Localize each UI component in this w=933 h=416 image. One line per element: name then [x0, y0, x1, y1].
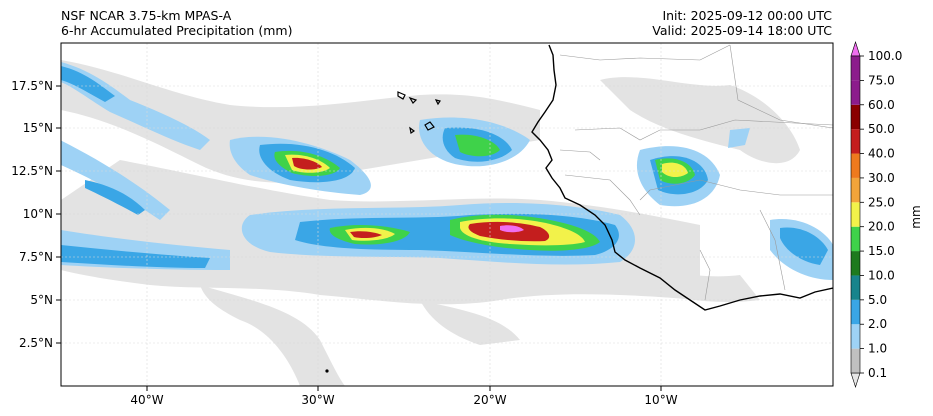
- colorbar-unit-label: mm: [909, 205, 923, 228]
- colorbar-frame: [850, 55, 861, 374]
- colorbar-level-label: 2.0: [868, 317, 887, 331]
- lat-tick-10: 10°N: [23, 207, 61, 221]
- colorbar-segment: [851, 104, 860, 130]
- colorbar-level-label: 100.0: [868, 49, 902, 63]
- colorbar-segment: [851, 129, 860, 154]
- colorbar-segments: [850, 41, 861, 388]
- lat-label-5: 5°N: [30, 293, 53, 307]
- colorbar-segment: [851, 56, 860, 81]
- lon-tick-40w: 40°W: [130, 386, 164, 407]
- latitude-axis: 17.5°N 15°N 12.5°N 10°N 7.5°N 5°N 2.5°N: [11, 79, 61, 350]
- lon-label-10w: 10°W: [644, 393, 677, 407]
- colorbar-segment: [851, 177, 860, 203]
- colorbar-level-label: 75.0: [868, 73, 895, 87]
- lat-label-10: 10°N: [23, 207, 53, 221]
- init-time: Init: 2025-09-12 00:00 UTC: [662, 8, 832, 23]
- colorbar-level-label: 5.0: [868, 293, 887, 307]
- colorbar: 0.1 1.0 2.0 5.0 10.0 15.0 20.0 25.0 30.0 40.0 50.0…: [850, 41, 923, 388]
- lat-label-17-5: 17.5°N: [11, 79, 53, 93]
- colorbar-extend-max: [850, 41, 861, 57]
- title-right: Init: 2025-09-12 00:00 UTC Valid: 2025-0…: [652, 8, 832, 38]
- colorbar-segment: [851, 226, 860, 252]
- lon-tick-30w: 30°W: [301, 386, 335, 407]
- colorbar-extend-min: [850, 372, 861, 388]
- lon-label-30w: 30°W: [301, 393, 334, 407]
- colorbar-level-label: 40.0: [868, 147, 895, 161]
- coastline: [531, 44, 833, 311]
- lat-label-15: 15°N: [23, 121, 53, 135]
- lat-tick-15: 15°N: [23, 121, 61, 135]
- colorbar-segment: [851, 153, 860, 178]
- lat-tick-7-5: 7.5°N: [19, 250, 61, 264]
- valid-time: Valid: 2025-09-14 18:00 UTC: [652, 23, 832, 38]
- lat-label-12-5: 12.5°N: [11, 164, 53, 178]
- colorbar-segment: [851, 251, 860, 276]
- lat-tick-2-5: 2.5°N: [19, 336, 61, 350]
- longitude-axis: 40°W 30°W 20°W 10°W: [130, 386, 678, 407]
- lon-label-40w: 40°W: [130, 393, 163, 407]
- colorbar-level-label: 60.0: [868, 98, 895, 112]
- lat-tick-5: 5°N: [30, 293, 61, 307]
- colorbar-level-label: 1.0: [868, 342, 887, 356]
- colorbar-labels: 0.1 1.0 2.0 5.0 10.0 15.0 20.0 25.0 30.0 40.0 50.0…: [860, 49, 902, 380]
- colorbar-segment: [851, 348, 860, 373]
- colorbar-segment: [851, 299, 860, 325]
- max-precip-layer: [500, 225, 524, 233]
- colorbar-level-label: 15.0: [868, 244, 895, 258]
- field-title: 6-hr Accumulated Precipitation (mm): [61, 23, 293, 38]
- lat-tick-12-5: 12.5°N: [11, 164, 61, 178]
- colorbar-segment: [851, 275, 860, 300]
- colorbar-level-label: 25.0: [868, 195, 895, 209]
- lon-tick-10w: 10°W: [644, 386, 678, 407]
- grid-lines: [61, 43, 833, 386]
- colorbar-level-label: 20.0: [868, 220, 895, 234]
- colorbar-level-label: 50.0: [868, 122, 895, 136]
- lon-label-20w: 20°W: [473, 393, 506, 407]
- lat-tick-17-5: 17.5°N: [11, 79, 61, 93]
- colorbar-segment: [851, 324, 860, 349]
- colorbar-level-label: 30.0: [868, 171, 895, 185]
- model-title: NSF NCAR 3.75-km MPAS-A: [61, 8, 232, 23]
- lat-label-2-5: 2.5°N: [19, 336, 53, 350]
- precip-field: [61, 43, 833, 386]
- title-left: NSF NCAR 3.75-km MPAS-A 6-hr Accumulated…: [61, 8, 292, 38]
- country-borders: [559, 44, 833, 301]
- lat-label-7-5: 7.5°N: [19, 250, 53, 264]
- colorbar-segment: [851, 202, 860, 227]
- lon-tick-20w: 20°W: [473, 386, 507, 407]
- colorbar-level-label: 0.1: [868, 366, 887, 380]
- islands: [325, 91, 441, 373]
- colorbar-segment: [851, 80, 860, 105]
- colorbar-level-label: 10.0: [868, 268, 895, 282]
